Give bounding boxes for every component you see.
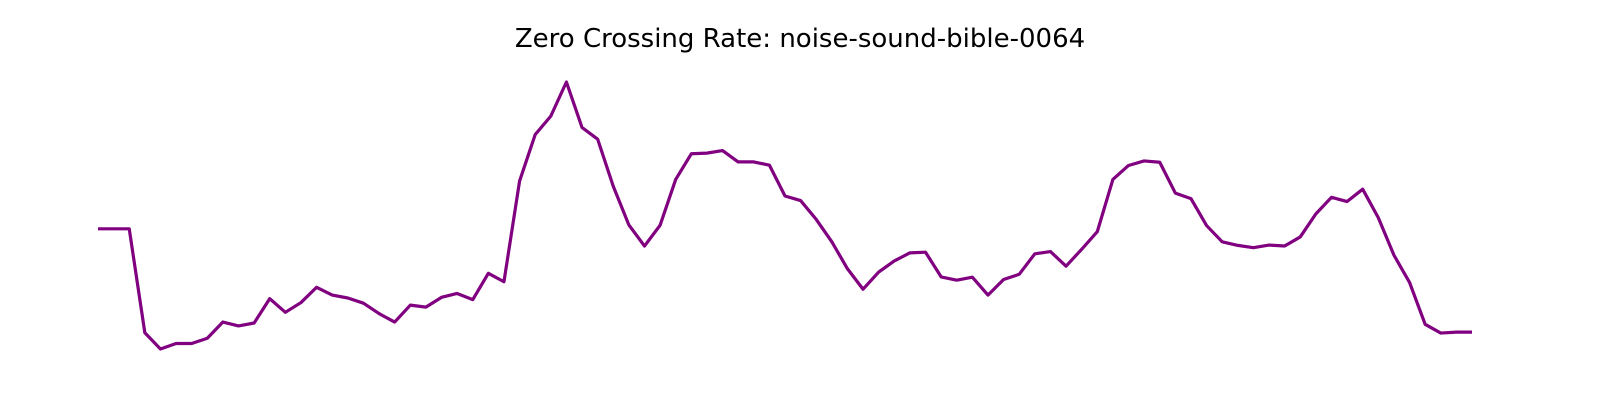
series-line-0 xyxy=(98,80,1472,351)
series-layer xyxy=(98,80,1472,351)
chart-title: Zero Crossing Rate: noise-sound-bible-00… xyxy=(514,24,1086,54)
